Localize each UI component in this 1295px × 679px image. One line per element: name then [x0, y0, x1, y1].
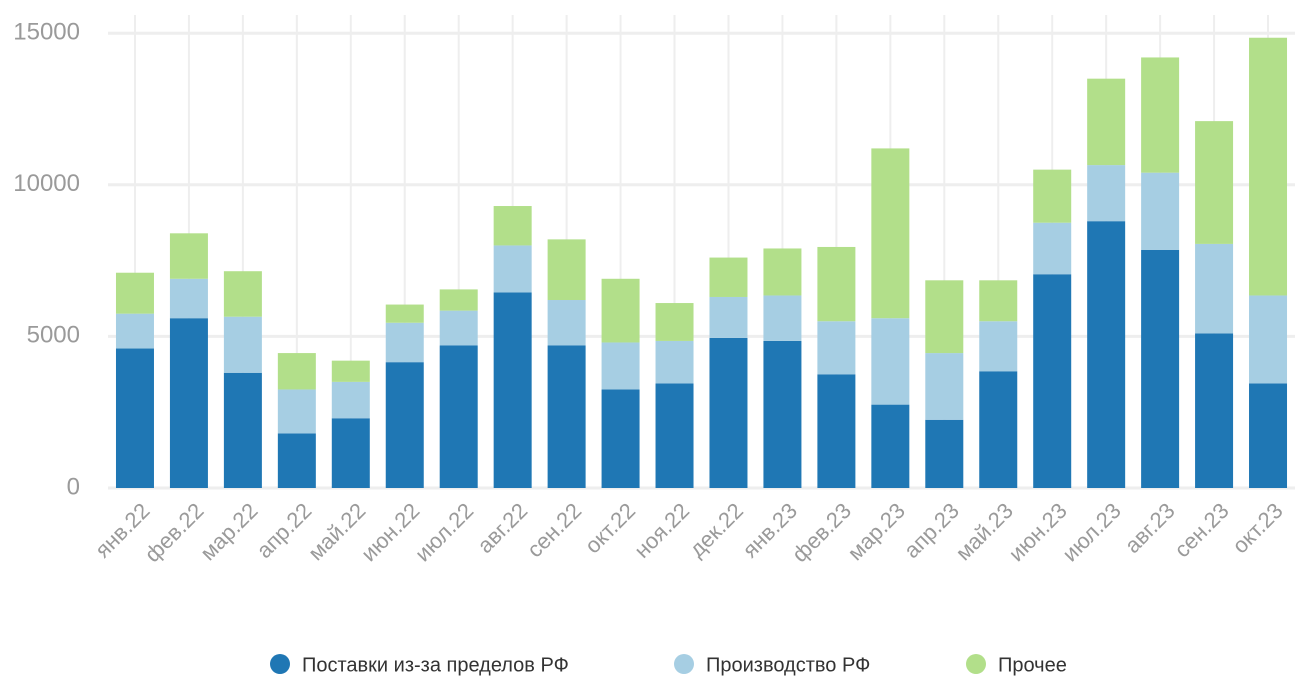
bar-segment — [331, 418, 370, 488]
bar-segment — [1087, 165, 1126, 222]
x-tick-label: май.22 — [303, 498, 370, 565]
bar-segment — [1087, 221, 1126, 488]
bar-segment — [817, 321, 856, 375]
bar-segment — [1249, 37, 1288, 296]
bar-segment — [331, 381, 370, 419]
bar-segment — [277, 353, 316, 390]
bar-segment — [385, 304, 424, 323]
legend-marker — [966, 654, 986, 674]
bar-segment — [439, 310, 478, 346]
x-tick-label: июл.23 — [1057, 498, 1125, 566]
bar-segment — [817, 246, 856, 322]
bar-segment — [817, 374, 856, 488]
bar-segment — [655, 303, 694, 341]
bar-segment — [1195, 333, 1234, 488]
bar-segment — [385, 362, 424, 488]
bar-segment — [763, 248, 802, 296]
x-tick-label: июл.22 — [410, 498, 478, 566]
x-tick-label: фев.22 — [140, 498, 209, 567]
bar-segment — [1249, 295, 1288, 384]
bar-segment — [223, 372, 262, 488]
bar-segment — [115, 348, 154, 488]
bar-segment — [1033, 169, 1072, 223]
x-tick-label: авг.22 — [472, 498, 532, 558]
bar-segment — [1141, 249, 1180, 488]
bar-segment — [979, 371, 1018, 488]
bar-segment — [763, 295, 802, 341]
bar-segment — [169, 318, 208, 488]
bar-segment — [223, 271, 262, 317]
bar-segment — [925, 280, 964, 354]
legend-label: Производство РФ — [706, 654, 870, 676]
x-tick-label: ноя.22 — [629, 498, 694, 563]
x-tick-label: апр.23 — [899, 498, 964, 563]
bar-segment — [601, 389, 640, 488]
bar-segment — [547, 345, 586, 488]
bar-segment — [709, 337, 748, 488]
bar-segment — [1141, 57, 1180, 173]
bar-segment — [385, 322, 424, 363]
x-tick-label: июн.22 — [356, 498, 424, 566]
legend-marker — [674, 654, 694, 674]
bar-segment — [223, 316, 262, 373]
x-tick-label: сен.23 — [1169, 498, 1233, 562]
bar-segment — [655, 340, 694, 384]
bar-segment — [547, 239, 586, 301]
x-tick-label: апр.22 — [251, 498, 316, 563]
bar-segment — [925, 419, 964, 488]
y-tick-label: 5000 — [27, 322, 80, 349]
bar-segment — [763, 340, 802, 488]
x-tick-label: авг.23 — [1120, 498, 1180, 558]
x-tick-label: сен.22 — [522, 498, 586, 562]
legend-label: Прочее — [998, 654, 1067, 676]
bar-segment — [169, 233, 208, 279]
bar-segment — [1033, 222, 1072, 275]
bar-segment — [925, 353, 964, 420]
bar-segment — [1195, 121, 1234, 244]
x-tick-label: окт.23 — [1227, 498, 1287, 558]
bar-segment — [493, 292, 532, 488]
bar-segment — [277, 433, 316, 488]
bar-segment — [331, 360, 370, 382]
bar-segment — [547, 300, 586, 346]
bar-segment — [655, 383, 694, 488]
x-tick-label: июн.23 — [1004, 498, 1072, 566]
bar-segment — [493, 245, 532, 293]
bar-segment — [601, 342, 640, 390]
x-tick-label: май.23 — [951, 498, 1018, 565]
bar-segment — [709, 296, 748, 338]
bar-segment — [979, 280, 1018, 322]
bar-segment — [1195, 243, 1234, 334]
y-tick-label: 10000 — [13, 170, 80, 197]
bar-segment — [871, 318, 910, 405]
x-tick-label: фев.23 — [787, 498, 856, 567]
bar-segment — [493, 206, 532, 246]
legend-label: Поставки из-за пределов РФ — [302, 654, 569, 676]
bar-segment — [115, 313, 154, 349]
y-tick-label: 0 — [67, 473, 80, 500]
bar-segment — [277, 389, 316, 434]
bar-segment — [115, 272, 154, 314]
bar-segment — [439, 345, 478, 488]
x-tick-label: мар.22 — [195, 498, 262, 565]
bar-segment — [601, 278, 640, 343]
bar-segment — [871, 148, 910, 319]
bar-segment — [1033, 274, 1072, 488]
x-tick-label: окт.22 — [580, 498, 640, 558]
bar-segment — [1249, 383, 1288, 488]
x-tick-label: мар.23 — [843, 498, 910, 565]
bar-segment — [1141, 172, 1180, 250]
y-tick-label: 15000 — [13, 19, 80, 46]
bar-segment — [169, 278, 208, 319]
x-tick-label: дек.22 — [684, 498, 748, 562]
bar-segment — [871, 404, 910, 488]
bar-segment — [979, 321, 1018, 372]
bar-segment — [439, 289, 478, 311]
bar-segment — [1087, 78, 1126, 166]
bar-segment — [709, 257, 748, 297]
legend-marker — [270, 654, 290, 674]
